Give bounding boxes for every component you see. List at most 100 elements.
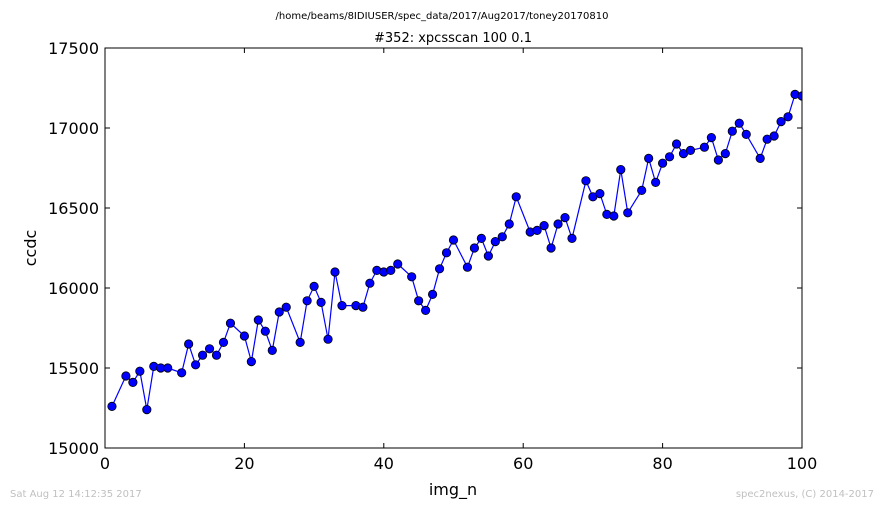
data-point bbox=[427, 289, 438, 299]
y-tick-label: 16500 bbox=[48, 199, 99, 218]
data-point bbox=[644, 153, 654, 163]
data-point bbox=[706, 133, 716, 143]
plot-frame bbox=[104, 47, 803, 449]
data-point bbox=[497, 232, 507, 242]
data-point bbox=[414, 296, 424, 306]
data-point bbox=[260, 326, 270, 336]
footer-timestamp: Sat Aug 12 14:12:35 2017 bbox=[10, 489, 142, 500]
data-point bbox=[421, 305, 431, 315]
y-tick-label: 16000 bbox=[48, 279, 99, 298]
series-line-group bbox=[111, 93, 802, 410]
data-point bbox=[755, 153, 765, 163]
data-point bbox=[720, 149, 730, 159]
y-tick-label: 15000 bbox=[48, 439, 99, 458]
data-point bbox=[483, 251, 493, 261]
data-point bbox=[651, 177, 661, 187]
x-axis-label: img_n bbox=[429, 480, 477, 500]
data-point bbox=[657, 158, 668, 168]
data-point bbox=[225, 318, 236, 328]
data-point bbox=[393, 259, 403, 269]
data-point bbox=[239, 331, 249, 341]
chart-title: #352: xpcsscan 100 0.1 bbox=[374, 31, 532, 46]
data-point bbox=[713, 155, 723, 165]
data-point bbox=[699, 142, 710, 152]
data-point bbox=[664, 152, 675, 162]
data-point bbox=[567, 233, 577, 243]
data-point bbox=[504, 219, 514, 229]
data-point bbox=[330, 267, 340, 277]
data-point bbox=[511, 192, 521, 202]
data-point bbox=[121, 371, 131, 381]
data-point bbox=[448, 235, 459, 245]
data-point bbox=[671, 139, 682, 149]
x-tick-label: 100 bbox=[787, 454, 818, 473]
data-point bbox=[560, 213, 570, 223]
data-point bbox=[337, 300, 347, 311]
data-point bbox=[197, 350, 208, 360]
data-point bbox=[274, 307, 284, 317]
data-point bbox=[295, 337, 305, 347]
y-tick-label: 15500 bbox=[48, 359, 99, 378]
x-tick-label: 60 bbox=[513, 454, 533, 473]
series-markers bbox=[107, 89, 802, 415]
data-point bbox=[316, 297, 326, 307]
data-point bbox=[365, 278, 375, 288]
data-point bbox=[469, 243, 480, 253]
data-point bbox=[386, 265, 396, 275]
data-point bbox=[267, 345, 277, 355]
data-point bbox=[616, 165, 626, 175]
data-point bbox=[546, 243, 556, 253]
data-point bbox=[727, 126, 737, 136]
data-point bbox=[128, 377, 138, 387]
data-point bbox=[783, 112, 793, 122]
series-line bbox=[111, 93, 802, 410]
data-point bbox=[623, 208, 633, 218]
data-point bbox=[539, 221, 549, 231]
data-point bbox=[407, 272, 417, 282]
data-point bbox=[323, 334, 333, 344]
data-point bbox=[553, 219, 563, 229]
x-tick-label: 40 bbox=[374, 454, 394, 473]
y-axis-label: ccdc bbox=[21, 230, 40, 267]
y-tick-label: 17000 bbox=[48, 119, 99, 138]
data-point bbox=[637, 185, 647, 195]
data-point bbox=[142, 404, 152, 415]
data-point bbox=[490, 237, 500, 247]
y-tick-label: 17500 bbox=[48, 39, 99, 58]
data-point bbox=[462, 262, 473, 272]
data-point bbox=[177, 368, 187, 378]
data-point bbox=[685, 145, 696, 155]
figure-suptitle: /home/beams/8IDIUSER/spec_data/2017/Aug2… bbox=[276, 11, 609, 22]
x-tick-label: 80 bbox=[652, 454, 672, 473]
data-point bbox=[281, 302, 291, 312]
data-point bbox=[253, 315, 263, 325]
data-point bbox=[741, 129, 751, 139]
data-point bbox=[581, 176, 591, 186]
data-point bbox=[776, 117, 786, 127]
data-point bbox=[163, 363, 173, 373]
data-point bbox=[441, 248, 452, 258]
data-point bbox=[184, 339, 194, 349]
data-point bbox=[211, 350, 222, 360]
data-point bbox=[191, 360, 201, 370]
data-point bbox=[246, 356, 256, 367]
axes: 0 20 40 60 80 100 15000 15500 16000 16500 17000 175… bbox=[48, 39, 817, 473]
data-point bbox=[609, 211, 619, 221]
x-tick-label: 20 bbox=[234, 454, 254, 473]
data-point bbox=[135, 366, 145, 376]
data-point bbox=[532, 225, 542, 235]
data-point bbox=[769, 131, 779, 141]
data-point bbox=[204, 344, 215, 354]
footer-credit: spec2nexus, (C) 2014-2017 bbox=[735, 489, 874, 500]
data-point bbox=[358, 302, 368, 312]
data-point bbox=[734, 118, 744, 128]
data-point bbox=[107, 401, 117, 411]
data-point bbox=[476, 233, 486, 243]
data-point bbox=[434, 264, 445, 274]
x-tick-label: 0 bbox=[100, 454, 110, 473]
data-point bbox=[218, 337, 229, 347]
data-point bbox=[595, 189, 605, 199]
data-point bbox=[309, 281, 319, 291]
data-point bbox=[302, 296, 312, 306]
